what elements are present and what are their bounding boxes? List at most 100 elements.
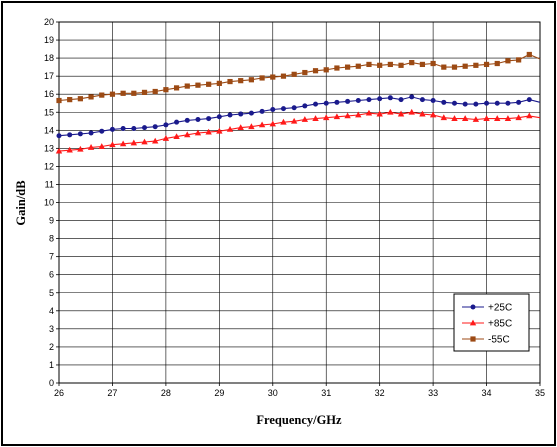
legend-marker-plus25c <box>470 304 476 310</box>
data-point <box>365 109 373 116</box>
data-point <box>248 77 254 83</box>
data-point <box>312 68 319 74</box>
data-point <box>323 67 329 73</box>
data-point <box>280 73 287 79</box>
data-point <box>398 97 404 103</box>
x-tick-label: 34 <box>482 388 492 398</box>
series-plus85c <box>55 108 541 154</box>
data-point <box>216 127 223 134</box>
y-tick-label: 7 <box>49 252 54 262</box>
data-point <box>142 125 148 131</box>
data-point <box>526 97 532 103</box>
data-point <box>259 108 265 114</box>
data-point <box>152 124 158 130</box>
legend-label-plus85c: +85C <box>488 319 512 330</box>
data-point <box>206 116 212 122</box>
data-point <box>483 115 490 121</box>
data-point <box>334 65 340 71</box>
data-point <box>430 60 436 67</box>
data-point <box>429 111 437 118</box>
data-point <box>355 111 362 118</box>
data-point <box>67 97 73 103</box>
y-tick-label: 12 <box>44 161 54 171</box>
data-point <box>131 125 137 131</box>
data-point <box>366 97 372 103</box>
y-tick-label: 11 <box>45 179 54 189</box>
data-point <box>216 80 222 86</box>
data-point <box>461 115 469 121</box>
data-point <box>504 115 512 121</box>
data-point <box>430 98 436 104</box>
data-point <box>226 125 234 132</box>
y-tick-label: 10 <box>44 198 54 208</box>
data-point <box>494 60 500 67</box>
data-point <box>473 62 479 68</box>
data-point <box>323 100 329 106</box>
data-point <box>280 106 286 112</box>
data-point <box>270 107 276 113</box>
data-point <box>419 61 426 68</box>
data-point <box>291 105 297 111</box>
data-point <box>451 115 458 121</box>
y-tick-label: 4 <box>49 306 54 316</box>
data-point <box>473 101 479 107</box>
y-tick-label: 0 <box>49 378 54 388</box>
data-point <box>173 85 180 91</box>
data-point <box>56 97 62 104</box>
data-point <box>505 100 511 106</box>
data-point <box>195 116 201 122</box>
data-point <box>291 71 297 77</box>
x-tick-label: 31 <box>321 388 331 398</box>
y-tick-label: 19 <box>44 35 54 45</box>
data-point <box>66 146 73 153</box>
data-point <box>462 101 468 107</box>
data-point <box>526 112 533 119</box>
data-point <box>302 69 308 76</box>
data-point <box>141 138 148 145</box>
data-point <box>494 115 501 121</box>
x-tick-label: 32 <box>375 388 385 398</box>
series-group <box>55 51 541 154</box>
data-point <box>312 115 319 121</box>
data-point <box>248 110 254 116</box>
data-point <box>99 92 105 98</box>
y-tick-label: 15 <box>44 107 54 117</box>
data-point <box>290 117 298 124</box>
y-tick-label: 2 <box>49 342 54 352</box>
data-point <box>184 83 190 89</box>
data-point <box>409 60 415 66</box>
y-tick-label: 18 <box>44 53 54 63</box>
y-tick-label: 13 <box>44 143 54 153</box>
data-point <box>227 78 233 85</box>
data-point <box>355 63 361 69</box>
data-point <box>344 112 351 119</box>
data-point <box>195 82 201 88</box>
data-point <box>205 128 212 135</box>
data-point <box>120 125 126 131</box>
data-point <box>56 133 62 139</box>
x-tick-label: 29 <box>214 388 224 398</box>
legend: +25C +85C -55C <box>453 293 530 352</box>
legend-label-minus55c: -55C <box>488 335 510 346</box>
data-point <box>162 135 170 141</box>
data-point <box>462 63 468 69</box>
data-point <box>505 58 511 64</box>
y-tick-label: 3 <box>49 324 54 334</box>
data-point <box>313 101 319 107</box>
data-point <box>387 108 394 115</box>
data-point <box>376 110 383 117</box>
data-point <box>526 51 532 58</box>
data-point <box>98 143 105 149</box>
x-tick-label: 35 <box>535 388 545 398</box>
data-point <box>206 81 212 87</box>
data-point <box>301 116 309 122</box>
data-point <box>419 110 426 117</box>
data-point <box>269 120 276 127</box>
data-point <box>377 62 383 68</box>
y-tick-label: 1 <box>49 360 54 370</box>
data-point <box>216 114 222 120</box>
y-axis-label: Gain/dB <box>14 180 28 225</box>
data-point <box>387 61 393 68</box>
data-point <box>280 118 287 125</box>
data-point <box>184 117 190 123</box>
